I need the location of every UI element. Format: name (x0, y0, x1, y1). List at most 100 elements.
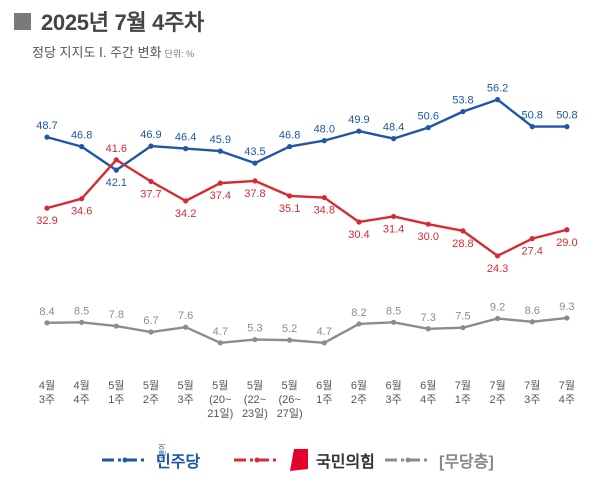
data-label-democratic: 46.9 (140, 129, 161, 141)
data-point-ppp (183, 198, 189, 204)
x-tick-label: 3주 (39, 394, 55, 406)
data-label-independent: 8.4 (39, 306, 54, 318)
data-label-ppp: 30.4 (348, 229, 369, 241)
data-point-ppp (425, 221, 431, 227)
ppp-logo-icon (290, 449, 308, 471)
legend-democratic: 민주당 (100, 445, 200, 475)
data-label-democratic: 53.8 (452, 95, 473, 107)
data-point-independent (460, 325, 466, 331)
data-label-independent: 8.6 (525, 305, 540, 317)
data-label-democratic: 48.7 (36, 120, 57, 132)
x-tick-label: 7월 (455, 379, 471, 392)
data-label-ppp: 24.3 (487, 263, 508, 275)
chart-subtitle: 정당 지지도 Ⅰ. 주간 변화 단위: % (32, 42, 194, 61)
data-label-independent: 6.7 (143, 315, 158, 327)
data-label-democratic: 45.9 (210, 134, 231, 146)
data-label-independent: 7.3 (421, 312, 436, 324)
data-point-ppp (287, 193, 293, 199)
x-tick-label: 4주 (559, 394, 575, 406)
legend-independent-line-icon (385, 457, 431, 463)
x-tick-label: 5월 (212, 379, 228, 392)
x-tick-label: 21일) (207, 406, 233, 420)
data-label-democratic: 49.9 (348, 114, 369, 126)
report-title: 2025년 7월 4주차 (41, 10, 204, 35)
data-label-ppp: 28.8 (452, 238, 473, 250)
data-label-ppp: 34.8 (314, 205, 335, 217)
data-point-democratic (113, 167, 119, 173)
x-tick-label: 4월 (74, 379, 90, 392)
report-header: 2025년 7월 4주차 (14, 6, 204, 36)
data-label-independent: 4.7 (213, 326, 228, 338)
legend-democratic-line-icon (102, 457, 148, 463)
data-point-independent (321, 340, 327, 346)
data-label-democratic: 48.0 (314, 124, 335, 136)
data-label-democratic: 50.6 (418, 111, 439, 123)
data-label-independent: 7.6 (178, 310, 193, 322)
data-point-ppp (113, 157, 119, 163)
data-point-independent (79, 319, 85, 325)
x-tick-label: 4주 (420, 394, 436, 406)
data-point-independent (391, 319, 397, 325)
data-label-ppp: 41.6 (106, 143, 127, 155)
x-tick-label: 6월 (420, 379, 436, 392)
data-label-democratic: 46.8 (71, 130, 92, 142)
x-tick-label: 5월 (281, 379, 297, 392)
data-point-independent (44, 320, 50, 326)
data-label-democratic: 46.4 (175, 132, 196, 144)
x-tick-label: (26~ (278, 394, 300, 406)
data-point-independent (356, 321, 362, 327)
data-label-democratic: 42.1 (106, 177, 127, 189)
x-tick-label: 3주 (178, 394, 194, 406)
data-label-independent: 8.5 (74, 305, 89, 317)
x-tick-label: 3주 (385, 394, 401, 406)
data-point-democratic (79, 144, 85, 150)
data-point-independent (113, 323, 119, 329)
data-label-independent: 7.8 (109, 309, 124, 321)
x-tick-label: 5월 (247, 379, 263, 392)
data-point-ppp (44, 205, 50, 211)
data-label-democratic: 50.8 (522, 110, 543, 122)
x-tick-label: 7월 (489, 379, 505, 392)
legend-democratic-sub-label: 더불어 (159, 443, 167, 463)
data-label-independent: 5.3 (247, 323, 262, 335)
x-tick-label: 1주 (316, 394, 332, 406)
data-label-ppp: 37.8 (244, 188, 265, 200)
data-label-ppp: 29.0 (556, 237, 577, 249)
data-label-democratic: 46.8 (279, 130, 300, 142)
data-point-democratic (391, 136, 397, 142)
data-label-ppp: 27.4 (522, 246, 543, 258)
data-point-independent (183, 324, 189, 330)
data-label-ppp: 31.4 (383, 223, 404, 235)
data-point-independent (425, 326, 431, 332)
x-tick-label: 6월 (351, 379, 367, 392)
x-tick-label: 5월 (108, 379, 124, 392)
title-square-icon (14, 12, 31, 30)
data-point-ppp (460, 228, 466, 234)
x-tick-label: 1주 (455, 394, 471, 406)
data-label-independent: 9.2 (490, 302, 505, 314)
x-tick-label: 4월 (39, 379, 55, 392)
data-point-independent (148, 329, 154, 335)
x-tick-label: 3주 (524, 394, 540, 406)
data-point-independent (564, 315, 570, 321)
data-label-ppp: 37.7 (140, 188, 161, 200)
series-line-independent (46, 316, 568, 345)
data-point-democratic (564, 124, 570, 130)
x-tick-label: 2주 (489, 394, 505, 406)
data-label-independent: 9.3 (559, 301, 574, 313)
data-point-democratic (44, 134, 50, 140)
data-point-democratic (287, 144, 293, 150)
data-label-democratic: 43.5 (244, 146, 265, 158)
x-tick-label: 27일) (277, 406, 303, 420)
data-point-democratic (217, 148, 223, 154)
data-point-democratic (148, 143, 154, 149)
x-tick-label: 1주 (108, 394, 124, 406)
legend-ppp-label: 국민의힘 (316, 454, 375, 471)
data-point-independent (494, 315, 501, 322)
data-point-democratic (425, 125, 431, 131)
data-point-democratic (529, 124, 535, 130)
series-line-ppp (46, 158, 568, 258)
data-point-ppp (148, 178, 154, 185)
x-tick-label: 6월 (316, 379, 332, 392)
